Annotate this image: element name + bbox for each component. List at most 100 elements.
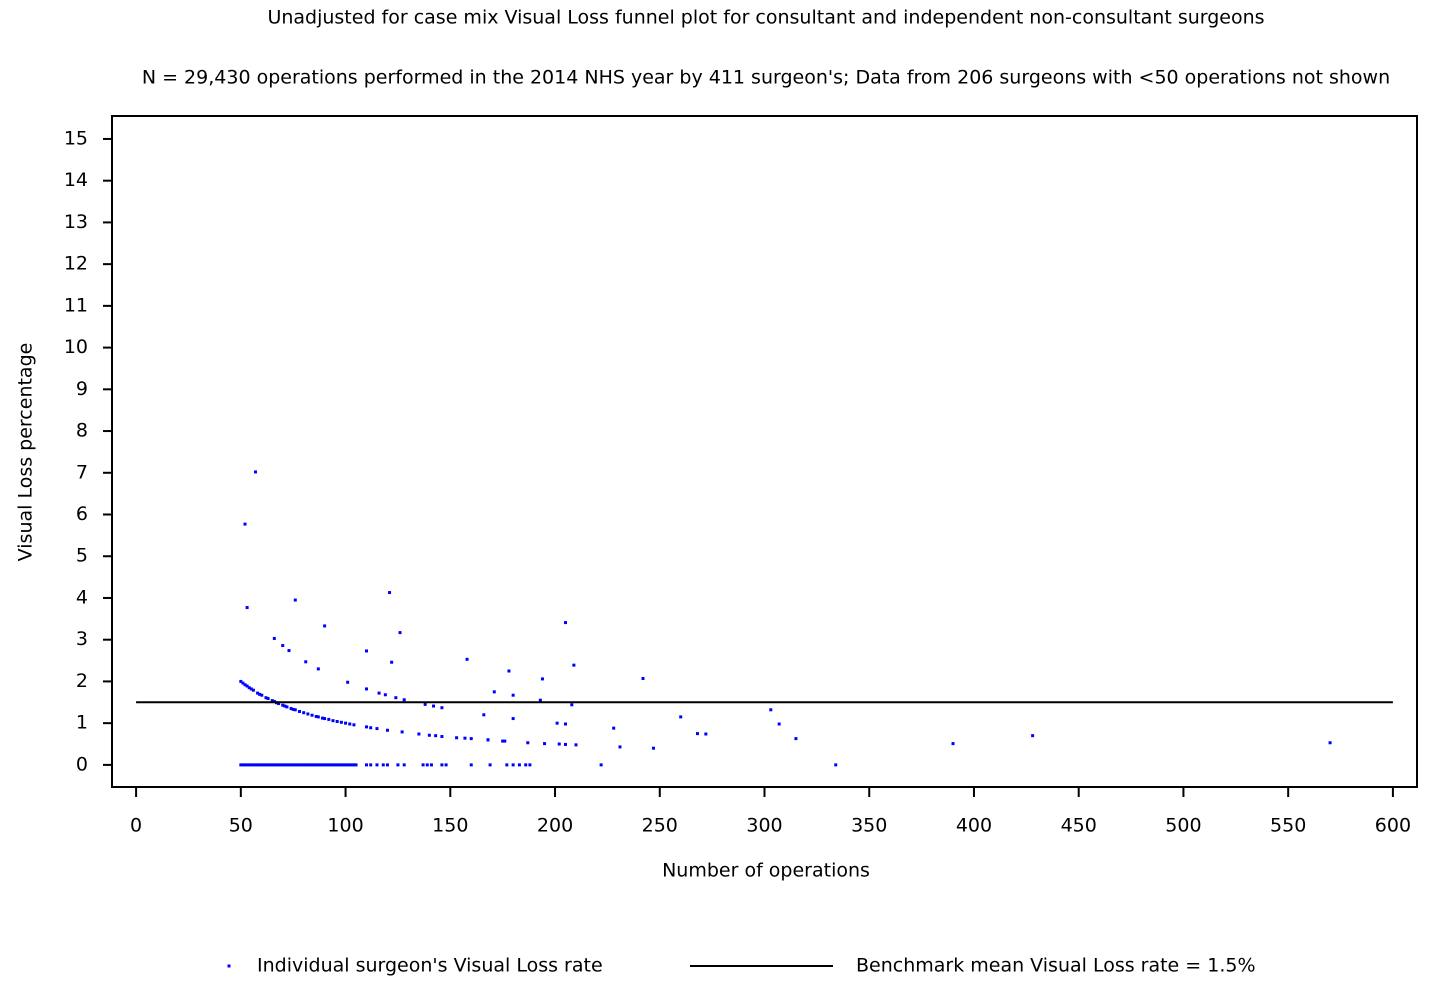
plot-frame	[111, 115, 1418, 788]
y-tick-label: 3	[76, 628, 88, 650]
y-axis-title: Visual Loss percentage	[15, 343, 37, 562]
point	[239, 763, 243, 767]
point	[421, 763, 425, 767]
point	[281, 763, 285, 767]
point	[432, 704, 436, 708]
point	[243, 683, 247, 687]
point	[344, 763, 348, 767]
point	[287, 649, 291, 653]
point	[528, 763, 532, 767]
x-tick-label: 400	[956, 815, 992, 837]
point	[365, 687, 369, 691]
point	[517, 763, 521, 767]
point	[429, 763, 433, 767]
point	[440, 763, 444, 767]
point	[253, 763, 257, 767]
point	[951, 742, 955, 746]
point	[346, 680, 350, 684]
point	[302, 763, 306, 767]
point	[344, 721, 348, 725]
point	[251, 763, 255, 767]
point	[394, 696, 398, 700]
point	[417, 732, 421, 736]
point	[279, 763, 283, 767]
point	[465, 657, 469, 661]
point	[329, 763, 333, 767]
point	[260, 763, 264, 767]
point	[369, 726, 373, 730]
y-tick-label: 10	[64, 336, 88, 358]
point	[297, 763, 301, 767]
point	[283, 704, 287, 708]
point	[245, 606, 249, 610]
point	[425, 763, 429, 767]
point	[564, 621, 568, 625]
point	[245, 684, 249, 688]
chart-title: Unadjusted for case mix Visual Loss funn…	[267, 7, 1264, 29]
point	[346, 763, 350, 767]
point	[285, 705, 289, 709]
point	[570, 703, 574, 707]
point	[277, 763, 281, 767]
point	[492, 690, 496, 694]
x-tick-label: 600	[1375, 815, 1411, 837]
point	[241, 681, 245, 685]
point	[283, 763, 287, 767]
point	[266, 697, 270, 701]
y-tick-label: 1	[76, 712, 88, 734]
point	[511, 717, 515, 721]
point	[333, 763, 337, 767]
y-tick-label: 8	[76, 420, 88, 442]
point	[348, 763, 352, 767]
point	[323, 763, 327, 767]
point	[501, 739, 505, 743]
point	[383, 693, 387, 697]
point	[293, 598, 297, 602]
point	[695, 732, 699, 736]
point	[390, 660, 394, 664]
point	[266, 763, 270, 767]
point	[564, 722, 568, 726]
point	[488, 763, 492, 767]
point	[574, 743, 578, 747]
point	[304, 763, 308, 767]
point	[469, 737, 473, 741]
point	[306, 763, 310, 767]
point	[482, 713, 486, 717]
point	[281, 703, 285, 707]
point	[365, 649, 369, 653]
point	[260, 693, 264, 697]
point	[524, 763, 528, 767]
point	[377, 691, 381, 695]
point	[557, 742, 561, 746]
y-tick-label: 9	[76, 378, 88, 400]
point	[285, 763, 289, 767]
x-tick-label: 50	[229, 815, 253, 837]
point	[327, 717, 331, 721]
point	[352, 723, 356, 727]
point	[335, 763, 339, 767]
point	[245, 763, 249, 767]
point	[289, 763, 293, 767]
y-tick-label: 4	[76, 586, 88, 608]
x-tick-label: 0	[130, 815, 142, 837]
point	[258, 692, 262, 696]
y-tick-label: 5	[76, 545, 88, 567]
point	[316, 763, 320, 767]
point	[564, 742, 568, 746]
x-tick-label: 100	[327, 815, 363, 837]
y-tick-label: 7	[76, 461, 88, 483]
point	[769, 708, 773, 712]
point	[555, 721, 559, 725]
point	[314, 714, 318, 718]
point	[249, 763, 253, 767]
point	[341, 763, 345, 767]
y-tick-label: 13	[64, 211, 88, 233]
point	[312, 763, 316, 767]
point	[293, 708, 297, 712]
point	[599, 763, 603, 767]
point	[505, 763, 509, 767]
point	[293, 763, 297, 767]
point	[268, 763, 272, 767]
